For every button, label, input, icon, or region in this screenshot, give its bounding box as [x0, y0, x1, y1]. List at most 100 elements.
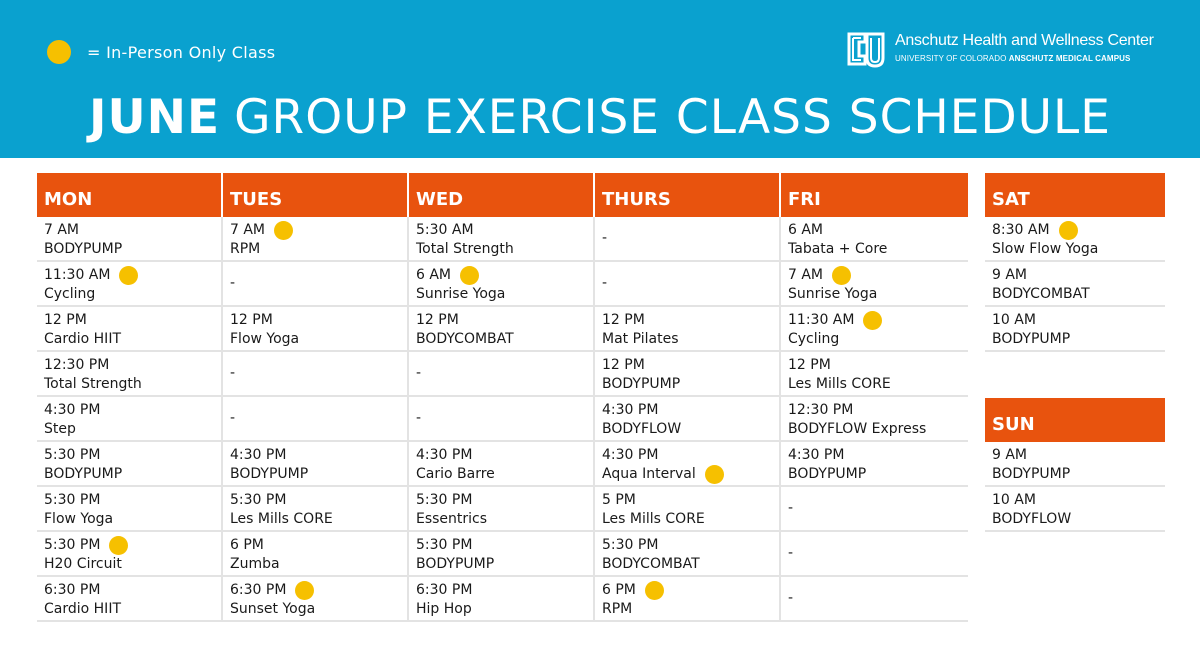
class-time-line: 5 PM	[602, 491, 779, 510]
schedule-cell: 12 PM Flow Yoga	[223, 307, 409, 350]
class-time: 4:30 PM	[44, 402, 101, 418]
schedule-cell: 12 PM Mat Pilates	[595, 307, 781, 350]
empty-marker: -	[416, 410, 422, 426]
class-time-line: 5:30 PM	[44, 446, 221, 465]
class-name: BODYPUMP	[44, 241, 123, 257]
class-time-line: 7 AM	[788, 266, 968, 285]
schedule-cell: 7 AM BODYPUMP	[37, 217, 223, 260]
class-time-line: 5:30 PM	[416, 536, 593, 555]
schedule-cell-empty: -	[223, 397, 409, 440]
class-time-line: 4:30 PM	[602, 446, 779, 465]
schedule-cell-empty: -	[781, 577, 968, 620]
page-title: JUNE GROUP EXERCISE CLASS SCHEDULE	[0, 88, 1200, 148]
schedule-cell-empty: -	[781, 532, 968, 575]
schedule-cell: 11:30 AM Cycling	[781, 307, 968, 350]
class-name: Step	[44, 421, 76, 437]
day-header-wed: WED	[409, 173, 595, 217]
class-time: 5:30 PM	[416, 537, 473, 553]
class-time-line: 7 AM	[44, 221, 221, 240]
class-name-line: BODYPUMP	[44, 465, 221, 484]
class-time: 10 AM	[992, 492, 1036, 508]
class-name: Sunset Yoga	[230, 601, 316, 617]
class-name-line: Les Mills CORE	[230, 510, 407, 529]
schedule-cell: 12 PM Cardio HIIT	[37, 307, 223, 350]
schedule-cell: 4:30 PM Aqua Interval	[595, 442, 781, 485]
class-name: Slow Flow Yoga	[992, 241, 1099, 257]
class-time: 5:30 AM	[416, 222, 474, 238]
class-name-line: BODYCOMBAT	[602, 555, 779, 574]
class-time-line: 6 AM	[788, 221, 968, 240]
class-time: 4:30 PM	[602, 402, 659, 418]
table-row: 10 AM BODYFLOW	[985, 487, 1165, 532]
class-name: Cardio HIIT	[44, 331, 121, 347]
class-time-line: 5:30 PM	[44, 536, 221, 555]
class-name: BODYPUMP	[992, 331, 1071, 347]
class-name: Tabata + Core	[788, 241, 888, 257]
class-time: 12 PM	[788, 357, 831, 373]
class-name: BODYCOMBAT	[602, 556, 700, 572]
schedule-cell-empty: -	[409, 397, 595, 440]
class-name: Aqua Interval	[602, 466, 696, 482]
day-header-tues: TUES	[223, 173, 409, 217]
schedule-cell-empty: -	[223, 352, 409, 395]
class-name: Les Mills CORE	[230, 511, 333, 527]
class-time: 6 PM	[602, 582, 636, 598]
schedule-cell: 6:30 PM Hip Hop	[409, 577, 595, 620]
class-time: 4:30 PM	[602, 447, 659, 463]
class-name-line: BODYCOMBAT	[992, 285, 1165, 304]
saturday-schedule: SAT 8:30 AM Slow Flow Yoga 9 AM BODYCOMBAT 1…	[985, 173, 1165, 352]
class-name-line: Sunset Yoga	[230, 600, 407, 619]
class-time-line: 8:30 AM	[992, 221, 1165, 240]
class-time: 5:30 PM	[602, 537, 659, 553]
class-name-line: RPM	[602, 600, 779, 619]
class-name: Cardio HIIT	[44, 601, 121, 617]
schedule-cell: 6 PM Zumba	[223, 532, 409, 575]
in-person-dot-icon	[119, 266, 139, 285]
class-time: 6:30 PM	[230, 582, 287, 598]
class-time-line: 12 PM	[602, 311, 779, 330]
table-row: 9 AM BODYCOMBAT	[985, 262, 1165, 307]
class-time-line: 6 AM	[416, 266, 593, 285]
schedule-cell: 5:30 PM Flow Yoga	[37, 487, 223, 530]
schedule-cell: 6:30 PM Cardio HIIT	[37, 577, 223, 620]
class-name-line: BODYPUMP	[992, 330, 1165, 349]
class-name-line: Cycling	[44, 285, 221, 304]
empty-marker: -	[230, 410, 236, 426]
class-name: Les Mills CORE	[788, 376, 891, 392]
class-name-line: Step	[44, 420, 221, 439]
sunday-schedule: SUN 9 AM BODYPUMP 10 AM BODYFLOW	[985, 398, 1165, 532]
day-header-mon: MON	[37, 173, 223, 217]
table-row: 5:30 PM BODYPUMP 4:30 PM BODYPUMP 4:30 PM Car…	[37, 442, 968, 487]
schedule-cell: 12 PM Les Mills CORE	[781, 352, 968, 395]
class-name: Cycling	[44, 286, 96, 302]
in-person-dot-icon	[295, 581, 315, 600]
class-time: 5:30 PM	[44, 537, 101, 553]
class-time: 6:30 PM	[44, 582, 101, 598]
class-time: 12 PM	[44, 312, 87, 328]
schedule-cell: 5:30 PM BODYPUMP	[37, 442, 223, 485]
class-time-line: 6 PM	[602, 581, 779, 600]
class-name-line: BODYPUMP	[602, 375, 779, 394]
class-name: Sunrise Yoga	[416, 286, 506, 302]
class-name-line: Cardio HIIT	[44, 330, 221, 349]
class-name: Total Strength	[416, 241, 514, 257]
class-time-line: 4:30 PM	[788, 446, 968, 465]
title-rest: GROUP EXERCISE CLASS SCHEDULE	[234, 90, 1111, 145]
class-name: Les Mills CORE	[602, 511, 705, 527]
table-row: 12 PM Cardio HIIT 12 PM Flow Yoga 12 PM BODYC…	[37, 307, 968, 352]
schedule-cell: 7 AM RPM	[223, 217, 409, 260]
schedule-cell: 12 PM BODYPUMP	[595, 352, 781, 395]
class-time-line: 5:30 PM	[416, 491, 593, 510]
class-name-line: Cario Barre	[416, 465, 593, 484]
schedule-cell: 6 AM Tabata + Core	[781, 217, 968, 260]
weekday-rows: 7 AM BODYPUMP 7 AM RPM 5:30 AM Total Strength…	[37, 217, 968, 622]
class-time-line: 10 AM	[992, 491, 1165, 510]
schedule-cell-empty: -	[781, 487, 968, 530]
class-name: BODYPUMP	[602, 376, 681, 392]
class-name: BODYCOMBAT	[992, 286, 1090, 302]
schedule-cell-empty: -	[409, 352, 595, 395]
class-time: 7 AM	[788, 267, 824, 283]
schedule-cell: 5:30 AM Total Strength	[409, 217, 595, 260]
class-name: Essentrics	[416, 511, 488, 527]
class-time: 12:30 PM	[44, 357, 110, 373]
